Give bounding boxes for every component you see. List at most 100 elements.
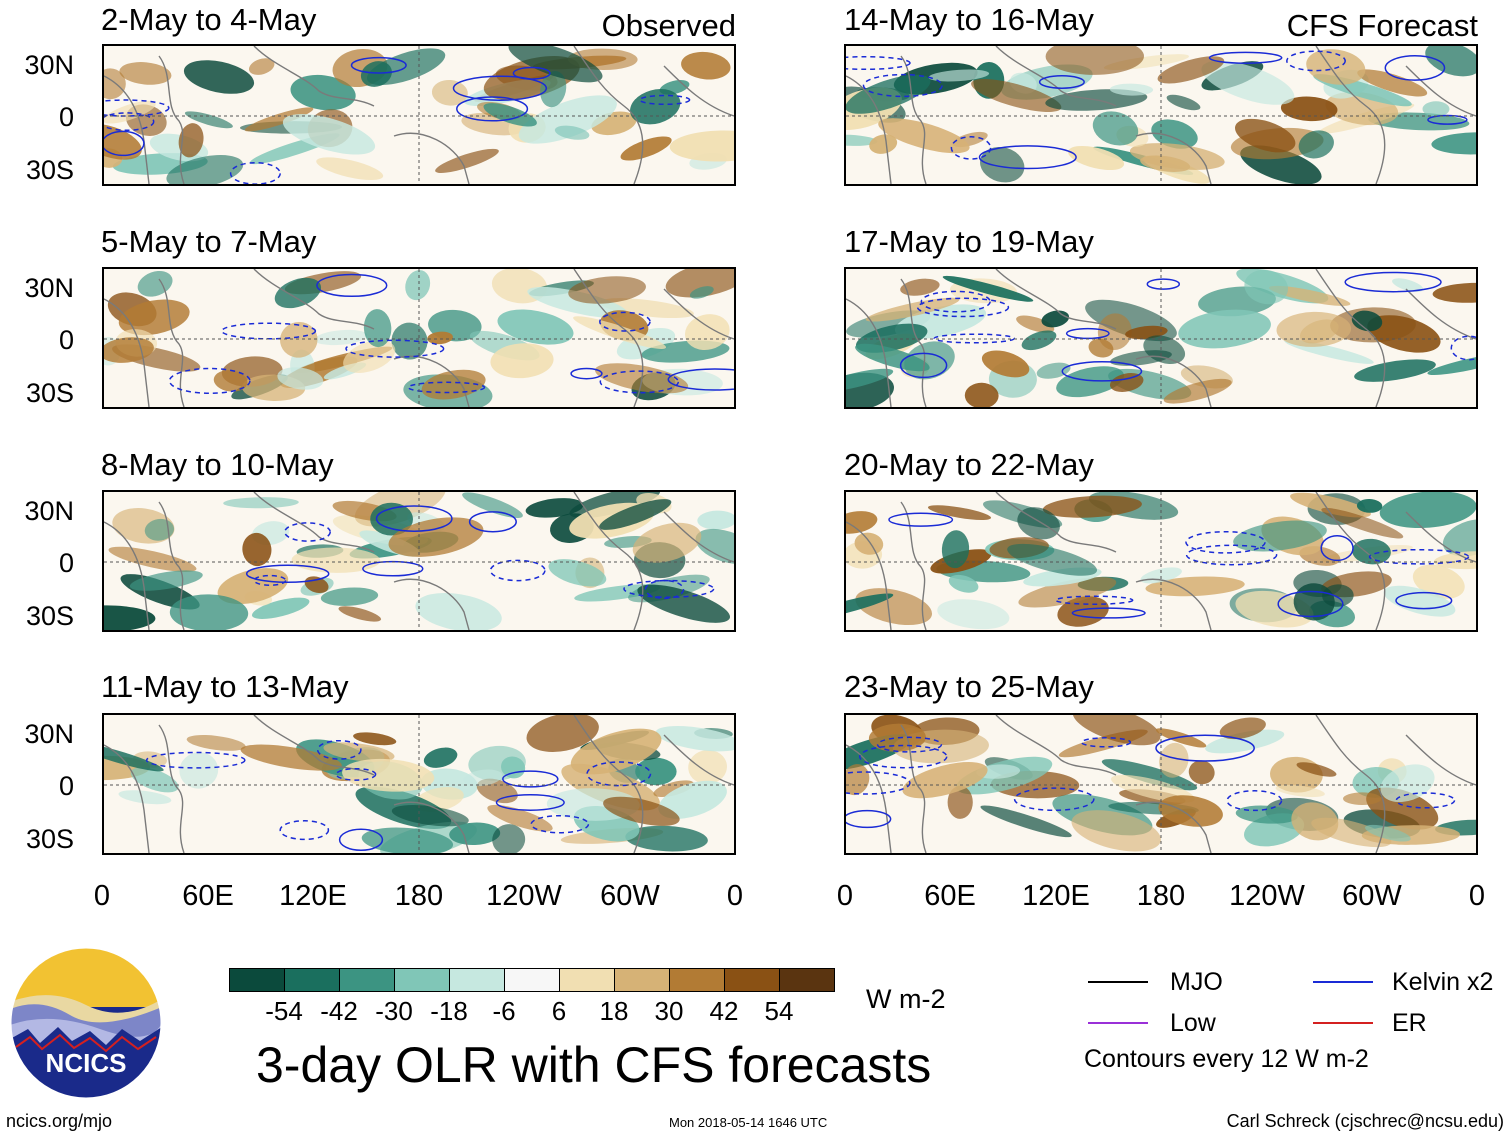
colorbar-tick-label: -18 (430, 996, 468, 1026)
positive-olr-anomaly (1357, 69, 1428, 97)
positive-olr-anomaly (104, 68, 126, 100)
negative-olr-anomaly (320, 587, 379, 606)
kelvin-contour (253, 574, 287, 586)
coastline (846, 744, 892, 853)
negative-olr-anomaly (1431, 132, 1476, 155)
kelvin-contour (316, 273, 388, 298)
colorbar-tick-label: -42 (320, 996, 358, 1026)
olr-anomaly-field (846, 715, 1476, 853)
negative-olr-anomaly (548, 559, 607, 587)
positive-olr-anomaly (573, 316, 667, 349)
coastline (253, 46, 375, 107)
kelvin-contour (846, 809, 892, 829)
kelvin-contour (1208, 51, 1283, 64)
coastline (995, 715, 1117, 776)
positive-olr-anomaly (981, 350, 1030, 378)
lon-label-left-120w: 120W (486, 880, 562, 912)
kelvin-contour (920, 290, 991, 313)
kelvin-contour (1395, 591, 1453, 610)
kelvin-contour (345, 339, 445, 358)
legend-line-mjo (1088, 981, 1148, 983)
kelvin-contour (468, 511, 517, 533)
lon-label-left-0: 0 (93, 880, 111, 912)
coastline (1315, 269, 1386, 407)
negative-olr-anomaly (423, 747, 458, 768)
lon-label-left-180: 180 (394, 880, 444, 912)
positive-olr-anomaly (964, 382, 999, 407)
kelvin-contour (407, 381, 486, 394)
lat-label-30s-3: 30S (25, 601, 74, 631)
kelvin-contour (916, 297, 1010, 318)
negative-olr-anomaly (554, 125, 590, 140)
kelvin-contour (950, 136, 992, 160)
lon-label-right-120e: 120E (1022, 880, 1090, 912)
negative-olr-anomaly (695, 528, 734, 564)
lat-label-eq-2: 0 (58, 325, 74, 355)
coastline (900, 501, 927, 630)
negative-olr-anomaly (658, 780, 727, 819)
kelvin-contour (495, 794, 565, 811)
colorbar-tick-label: 30 (654, 996, 684, 1026)
lat-label-30s-1: 30S (25, 155, 74, 185)
kelvin-contour (1155, 734, 1255, 762)
negative-olr-anomaly (697, 510, 734, 530)
kelvin-contour (502, 770, 559, 788)
positive-olr-anomaly (971, 79, 1062, 112)
kelvin-contour (639, 94, 691, 106)
lon-label-right-180: 180 (1136, 880, 1186, 912)
kelvin-contour (245, 564, 330, 583)
coastline (158, 278, 185, 407)
coastline (663, 511, 734, 563)
negative-olr-anomaly (1425, 46, 1476, 77)
negative-olr-anomaly (1380, 764, 1435, 803)
lat-label-30n-1: 30N (24, 50, 74, 80)
negative-olr-anomaly (144, 518, 175, 541)
kelvin-contour (888, 512, 954, 527)
lat-label-30n-2: 30N (24, 273, 74, 303)
positive-olr-anomaly (108, 546, 197, 572)
panel-title-fcst-4: 23-May to 25-May (844, 669, 1094, 704)
panel-title-obs-2: 5-May to 7-May (101, 224, 317, 259)
map-panel-fcst-3 (844, 490, 1478, 632)
positive-olr-anomaly (388, 517, 484, 557)
negative-olr-anomaly (1354, 359, 1436, 382)
coastline (573, 269, 644, 407)
positive-olr-anomaly (1111, 774, 1195, 803)
coastline (158, 55, 185, 184)
coastline (253, 715, 375, 776)
positive-olr-anomaly (213, 370, 248, 392)
coastline (1315, 492, 1386, 630)
coastline (393, 578, 470, 630)
negative-olr-anomaly (625, 825, 708, 852)
positive-olr-anomaly (487, 804, 553, 832)
positive-olr-anomaly (868, 723, 926, 752)
olr-anomaly-field (846, 492, 1476, 630)
ncics-logo: NCICS (10, 947, 162, 1099)
colorbar-swatch (559, 968, 615, 992)
negative-olr-anomaly (1379, 492, 1476, 529)
positive-olr-anomaly (846, 511, 878, 534)
kelvin-contour (1344, 271, 1442, 293)
kelvin-contour (1450, 335, 1476, 361)
positive-olr-anomaly (1275, 784, 1325, 798)
colorbar-swatch (779, 968, 835, 992)
panel-title-obs-3: 8-May to 10-May (101, 447, 334, 482)
kelvin-contour (104, 130, 145, 157)
negative-olr-anomaly (104, 742, 164, 772)
positive-olr-anomaly (927, 505, 992, 521)
lon-label-left-60w: 60W (600, 880, 660, 912)
footer-url[interactable]: ncics.org/mjo (6, 1111, 113, 1131)
positive-olr-anomaly (854, 532, 884, 555)
positive-olr-anomaly (1158, 795, 1223, 827)
positive-olr-anomaly (1280, 96, 1338, 122)
colorbar-swatch (669, 968, 725, 992)
coastline (846, 75, 892, 184)
positive-olr-anomaly (947, 785, 973, 819)
positive-olr-anomaly (653, 780, 694, 798)
coastline (104, 744, 150, 853)
positive-olr-anomaly (1045, 46, 1144, 75)
negative-olr-anomaly (527, 286, 628, 318)
negative-olr-anomaly (223, 497, 299, 509)
positive-olr-anomaly (118, 299, 190, 336)
legend-er: ER (1392, 1009, 1427, 1037)
